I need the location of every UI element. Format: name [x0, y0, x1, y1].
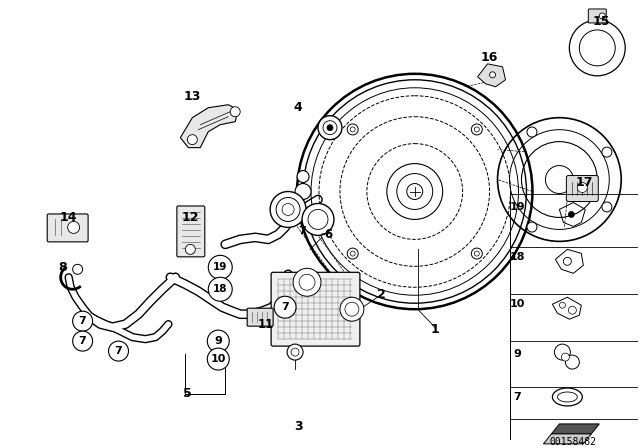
Polygon shape: [477, 64, 506, 87]
Circle shape: [287, 344, 303, 360]
Text: 7: 7: [79, 316, 86, 326]
Circle shape: [207, 330, 229, 352]
Circle shape: [602, 147, 612, 157]
Circle shape: [563, 257, 572, 265]
Text: 4: 4: [294, 101, 303, 114]
Circle shape: [188, 135, 197, 145]
Text: 7: 7: [115, 346, 122, 356]
Polygon shape: [543, 434, 591, 444]
Circle shape: [527, 127, 537, 137]
Text: 9: 9: [214, 336, 222, 346]
Text: 18: 18: [213, 284, 227, 294]
Text: 10: 10: [510, 299, 525, 309]
Text: 15: 15: [593, 15, 610, 28]
FancyBboxPatch shape: [177, 206, 205, 257]
Circle shape: [270, 191, 306, 228]
Circle shape: [568, 306, 577, 314]
Circle shape: [348, 124, 358, 135]
Circle shape: [72, 331, 93, 351]
Text: 12: 12: [182, 211, 199, 224]
Circle shape: [72, 311, 93, 331]
Circle shape: [527, 222, 537, 232]
Text: 10: 10: [211, 354, 226, 364]
Polygon shape: [180, 105, 238, 148]
Circle shape: [340, 297, 364, 321]
Circle shape: [295, 184, 311, 199]
Circle shape: [230, 107, 240, 116]
Text: 7: 7: [514, 392, 522, 402]
Circle shape: [208, 255, 232, 279]
FancyBboxPatch shape: [566, 176, 598, 202]
Circle shape: [297, 171, 309, 182]
Text: 1: 1: [430, 323, 439, 336]
Circle shape: [561, 353, 570, 361]
Circle shape: [577, 182, 588, 193]
Text: 18: 18: [509, 252, 525, 263]
Circle shape: [207, 348, 229, 370]
FancyBboxPatch shape: [47, 214, 88, 242]
Circle shape: [471, 124, 483, 135]
Circle shape: [471, 248, 483, 259]
Text: 19: 19: [213, 263, 227, 272]
Text: 2: 2: [378, 288, 386, 301]
Ellipse shape: [552, 388, 582, 406]
Circle shape: [602, 202, 612, 212]
Circle shape: [568, 211, 574, 217]
Circle shape: [109, 341, 129, 361]
Text: 7: 7: [281, 302, 289, 312]
Text: 13: 13: [184, 90, 201, 103]
Circle shape: [274, 296, 296, 318]
Text: 7: 7: [79, 336, 86, 346]
Circle shape: [599, 13, 605, 19]
Circle shape: [302, 203, 334, 235]
Text: 3: 3: [294, 420, 302, 433]
Text: 17: 17: [575, 176, 593, 189]
Text: 5: 5: [183, 388, 192, 401]
Text: 19: 19: [509, 202, 525, 212]
FancyBboxPatch shape: [588, 9, 606, 23]
FancyBboxPatch shape: [271, 272, 360, 346]
Text: 8: 8: [58, 261, 67, 274]
Text: 7: 7: [298, 226, 306, 237]
Circle shape: [208, 277, 232, 301]
Circle shape: [348, 248, 358, 259]
Circle shape: [186, 244, 195, 254]
Circle shape: [490, 72, 495, 78]
Text: 11: 11: [258, 318, 275, 331]
Text: 16: 16: [481, 52, 499, 65]
Circle shape: [72, 264, 83, 274]
FancyBboxPatch shape: [247, 308, 273, 326]
Text: 14: 14: [60, 211, 77, 224]
Text: 00158482: 00158482: [550, 437, 597, 447]
Polygon shape: [552, 424, 599, 434]
Text: 9: 9: [513, 349, 522, 359]
Text: -6: -6: [320, 228, 333, 241]
Circle shape: [318, 116, 342, 140]
Circle shape: [293, 268, 321, 296]
Circle shape: [327, 125, 333, 131]
Circle shape: [68, 221, 79, 233]
